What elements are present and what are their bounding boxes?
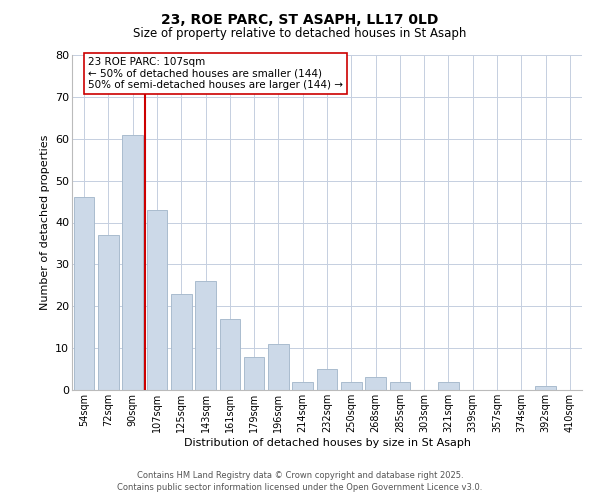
Bar — [98, 235, 119, 390]
Bar — [365, 378, 386, 390]
Bar — [244, 356, 265, 390]
Bar — [438, 382, 459, 390]
Bar — [171, 294, 191, 390]
Bar — [268, 344, 289, 390]
Bar — [146, 210, 167, 390]
Bar — [220, 319, 240, 390]
Bar — [389, 382, 410, 390]
Text: 23, ROE PARC, ST ASAPH, LL17 0LD: 23, ROE PARC, ST ASAPH, LL17 0LD — [161, 12, 439, 26]
Bar — [341, 382, 362, 390]
Bar — [535, 386, 556, 390]
Text: Contains HM Land Registry data © Crown copyright and database right 2025.
Contai: Contains HM Land Registry data © Crown c… — [118, 471, 482, 492]
Bar — [317, 369, 337, 390]
Bar — [122, 134, 143, 390]
Y-axis label: Number of detached properties: Number of detached properties — [40, 135, 50, 310]
Bar — [292, 382, 313, 390]
Text: Size of property relative to detached houses in St Asaph: Size of property relative to detached ho… — [133, 28, 467, 40]
Bar — [74, 198, 94, 390]
X-axis label: Distribution of detached houses by size in St Asaph: Distribution of detached houses by size … — [184, 438, 470, 448]
Bar — [195, 281, 216, 390]
Text: 23 ROE PARC: 107sqm
← 50% of detached houses are smaller (144)
50% of semi-detac: 23 ROE PARC: 107sqm ← 50% of detached ho… — [88, 57, 343, 90]
